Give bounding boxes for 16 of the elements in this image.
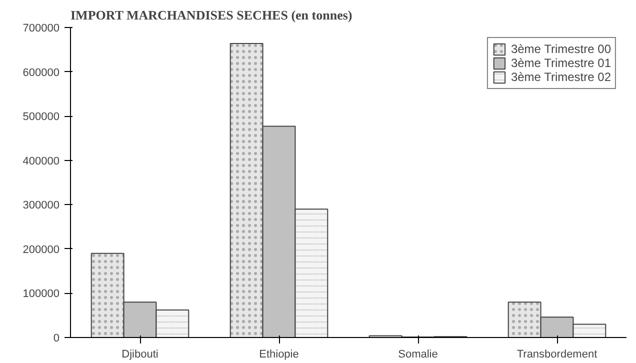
y-tick-label: 300000 (22, 200, 60, 212)
y-tick-label: 500000 (22, 111, 60, 124)
y-tick-label: 600000 (22, 66, 60, 79)
y-tick-label: 200000 (22, 244, 60, 256)
legend-label: 3ème Trimestre 00 (510, 42, 611, 56)
x-tick-label: Djibouti (122, 348, 158, 360)
y-tick-label: 0 (53, 332, 60, 344)
legend-label: 3ème Trimestre 01 (510, 56, 611, 70)
y-tick-label: 400000 (22, 155, 60, 168)
legend-label: 3ème Trimestre 02 (510, 70, 611, 84)
x-tick-label: Ethiopie (259, 348, 299, 360)
x-tick-label: Somalie (398, 348, 438, 360)
y-tick-label: 700000 (22, 22, 60, 34)
y-tick-label: 100000 (22, 288, 60, 300)
x-tick-label: Transbordement (516, 348, 598, 360)
chart-title: IMPORT MARCHANDISES SECHES (en tonnes) (70, 8, 352, 22)
